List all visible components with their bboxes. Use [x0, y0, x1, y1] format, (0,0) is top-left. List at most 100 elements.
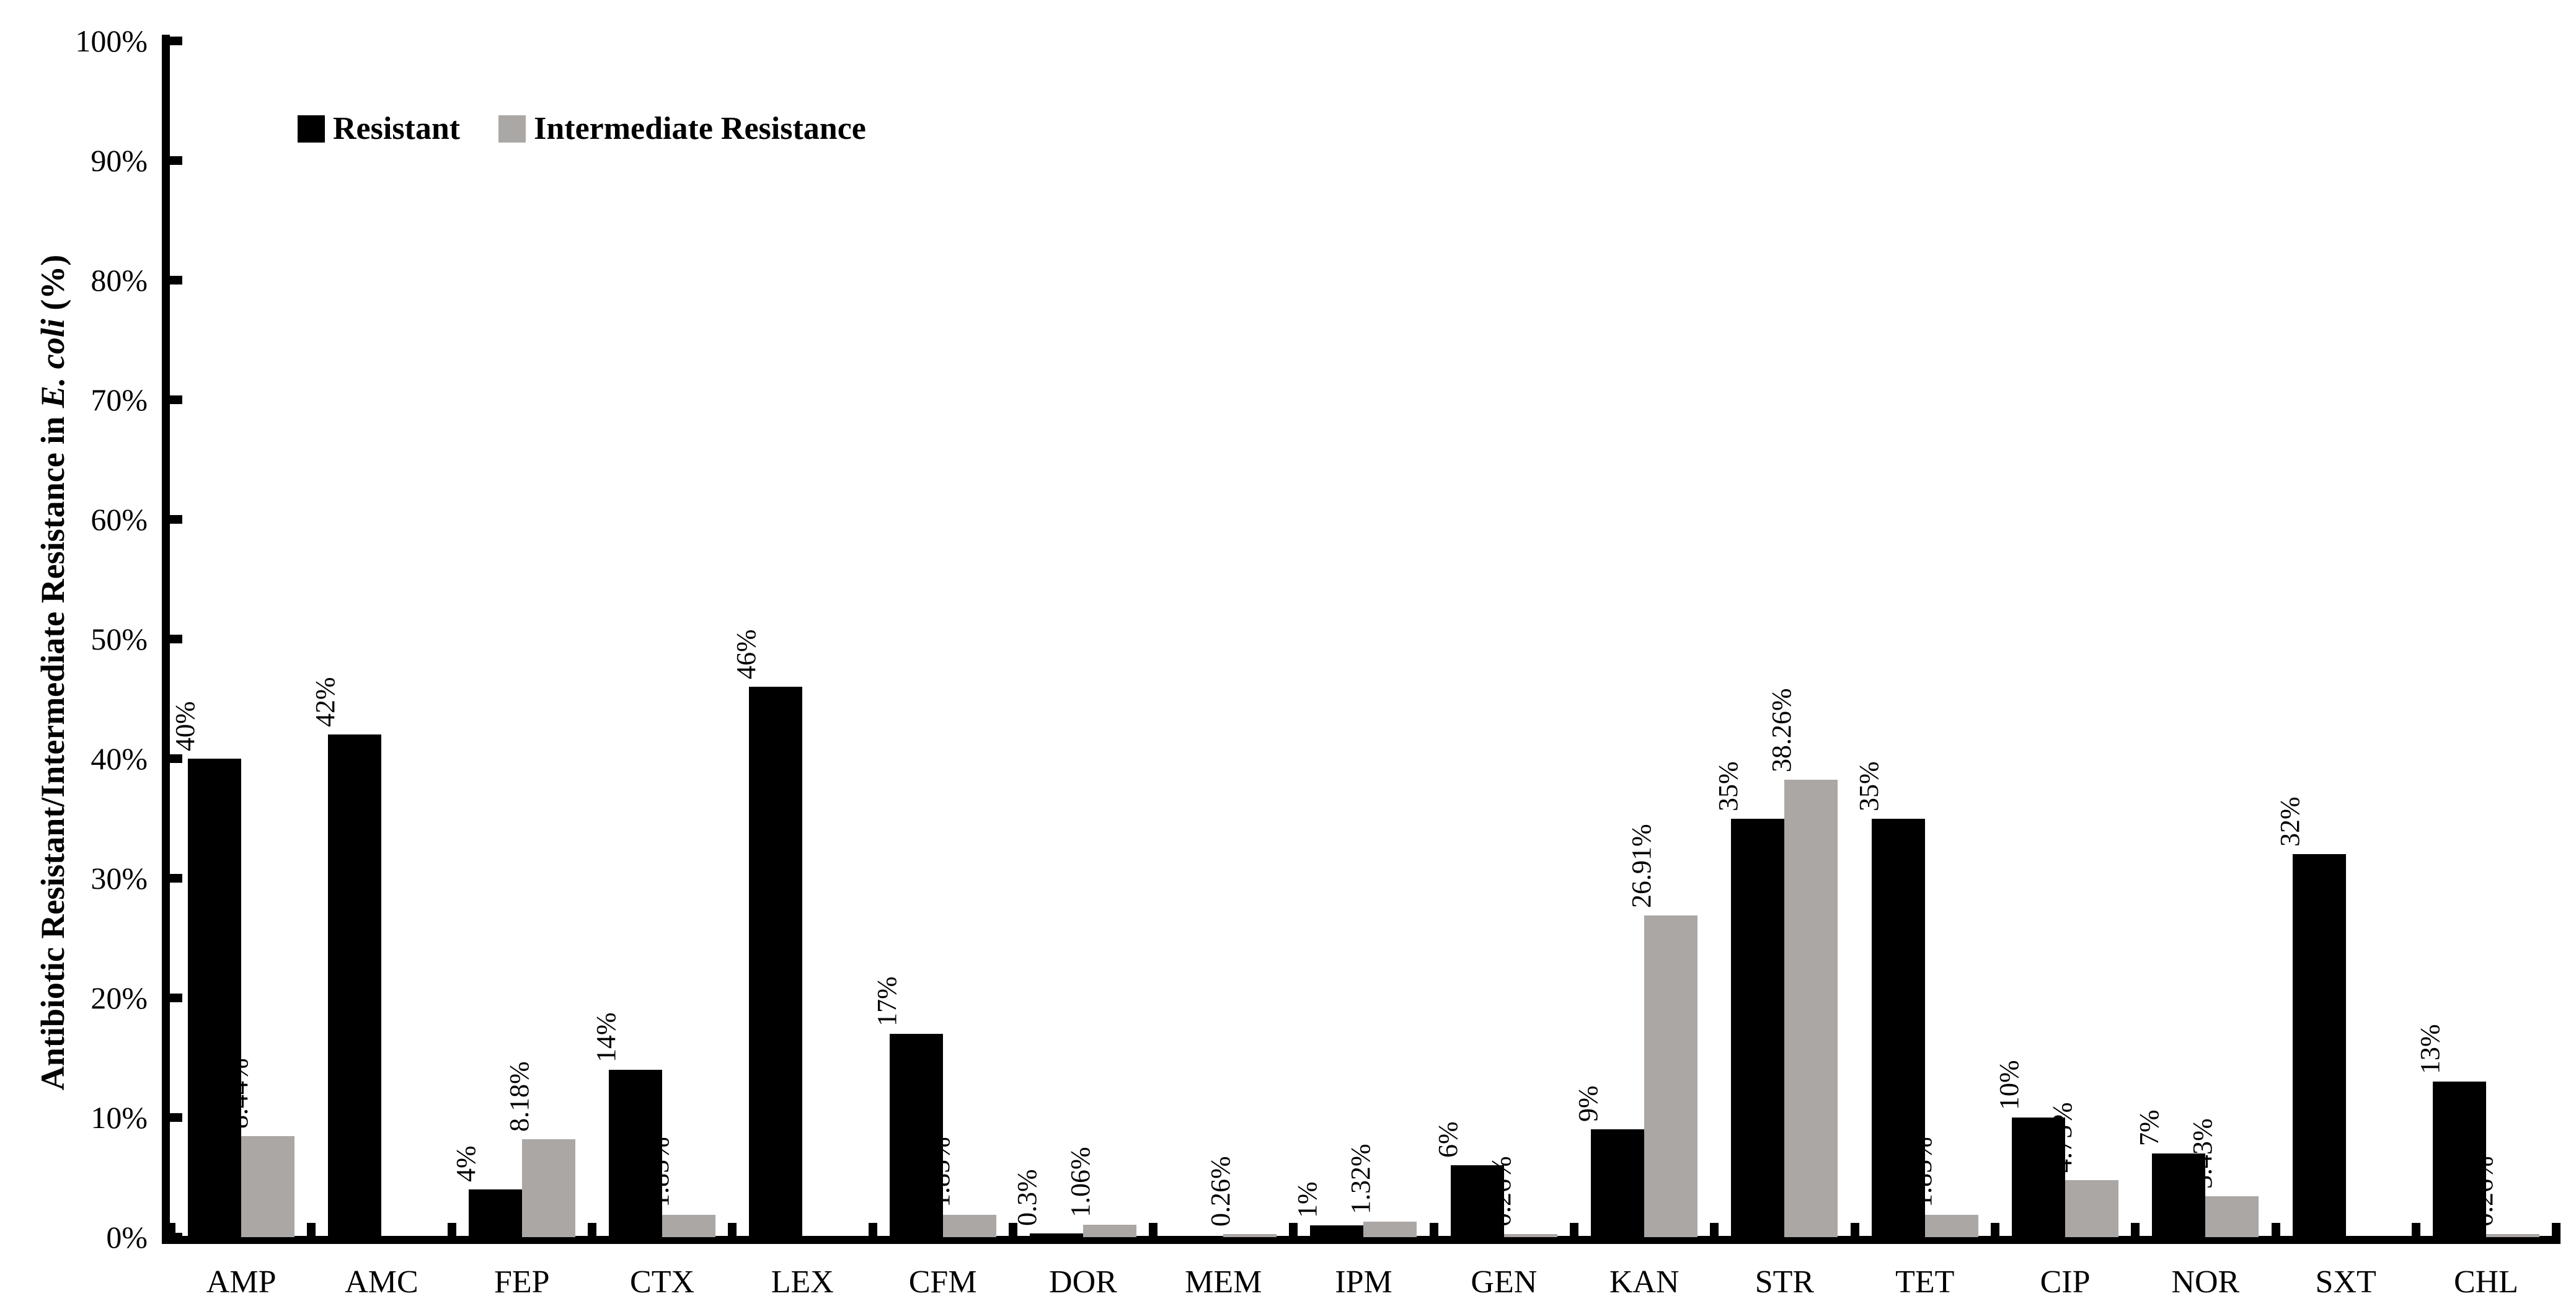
- bar-label-intermediate-resistance-cip: 4.75%: [2047, 1102, 2078, 1173]
- bar-resistant-cfm: [889, 1033, 943, 1237]
- x-tick-10: [1570, 1223, 1578, 1236]
- bar-resistant-fep: [468, 1189, 522, 1237]
- y-tick-100%: [170, 37, 182, 45]
- y-tick-label-70%: 70%: [91, 382, 148, 417]
- bar-label-intermediate-resistance-fep: 8.18%: [503, 1061, 534, 1132]
- bar-resistant-tet: [1871, 818, 1925, 1237]
- y-tick-label-40%: 40%: [91, 741, 148, 776]
- y-tick-label-100%: 100%: [75, 24, 148, 58]
- bar-label-resistant-amc: 42%: [310, 677, 341, 728]
- bar-label-resistant-sxt: 32%: [2274, 796, 2305, 847]
- bar-label-intermediate-resistance-dor: 1.06%: [1064, 1146, 1095, 1217]
- bar-intermediate-resistance-kan: [1644, 915, 1697, 1237]
- bar-label-resistant-dor: 0.3%: [1011, 1169, 1042, 1227]
- category-label-ipm: IPM: [1335, 1264, 1392, 1300]
- bar-label-resistant-amp: 40%: [170, 701, 200, 751]
- bar-intermediate-resistance-mem: [1223, 1233, 1277, 1237]
- x-tick-17: [2552, 1223, 2561, 1236]
- x-tick-2: [447, 1223, 456, 1236]
- category-label-lex: LEX: [771, 1264, 834, 1300]
- x-tick-6: [1008, 1223, 1017, 1236]
- x-tick-13: [1990, 1223, 1999, 1236]
- x-tick-16: [2411, 1223, 2420, 1236]
- y-tick-label-10%: 10%: [91, 1100, 148, 1135]
- bar-label-resistant-cip: 10%: [1993, 1060, 2024, 1110]
- y-tick-label-50%: 50%: [91, 622, 148, 656]
- bar-intermediate-resistance-cip: [2065, 1180, 2118, 1237]
- y-tick-10%: [170, 1113, 182, 1122]
- category-label-nor: NOR: [2171, 1264, 2240, 1300]
- y-tick-label-0%: 0%: [106, 1220, 148, 1254]
- category-label-chl: CHL: [2453, 1264, 2518, 1300]
- bar-label-intermediate-resistance-cfm: 1.85%: [924, 1137, 955, 1208]
- bar-intermediate-resistance-cfm: [942, 1215, 996, 1237]
- legend-label: Resistant: [333, 111, 461, 146]
- bar-label-resistant-str: 35%: [1713, 761, 1744, 811]
- category-label-sxt: SXT: [2315, 1264, 2376, 1300]
- bar-resistant-cip: [2011, 1118, 2065, 1237]
- y-tick-70%: [170, 395, 182, 404]
- bar-resistant-sxt: [2292, 854, 2346, 1237]
- bar-label-intermediate-resistance-amp: 8.44%: [223, 1058, 254, 1129]
- bar-intermediate-resistance-nor: [2205, 1196, 2259, 1237]
- x-tick-1: [307, 1223, 316, 1236]
- bar-label-resistant-nor: 7%: [2134, 1109, 2165, 1146]
- x-tick-11: [1710, 1223, 1719, 1236]
- bar-resistant-nor: [2152, 1153, 2206, 1237]
- bar-intermediate-resistance-ipm: [1363, 1221, 1417, 1237]
- bar-resistant-amc: [328, 734, 382, 1237]
- y-tick-40%: [170, 754, 182, 763]
- x-axis-line: [162, 1236, 2561, 1244]
- x-tick-3: [587, 1223, 596, 1236]
- bar-label-intermediate-resistance-ctx: 1.85%: [644, 1137, 675, 1208]
- bar-resistant-str: [1731, 818, 1785, 1237]
- y-tick-80%: [170, 276, 182, 284]
- bar-label-resistant-ctx: 14%: [590, 1012, 621, 1062]
- x-tick-14: [2131, 1223, 2140, 1236]
- category-label-mem: MEM: [1185, 1264, 1262, 1300]
- y-tick-label-90%: 90%: [91, 143, 148, 178]
- bar-intermediate-resistance-tet: [1924, 1215, 1978, 1237]
- y-tick-20%: [170, 994, 182, 1002]
- bar-intermediate-resistance-gen: [1503, 1233, 1557, 1237]
- bar-label-resistant-tet: 35%: [1853, 761, 1884, 811]
- bar-intermediate-resistance-fep: [521, 1139, 575, 1237]
- bar-label-intermediate-resistance-chl: 0.26%: [2468, 1156, 2499, 1227]
- category-label-fep: FEP: [494, 1264, 550, 1300]
- category-label-cfm: CFM: [908, 1264, 977, 1300]
- category-label-dor: DOR: [1049, 1264, 1117, 1300]
- bar-resistant-amp: [188, 759, 241, 1237]
- bar-label-intermediate-resistance-tet: 1.85%: [1906, 1137, 1937, 1208]
- bar-label-intermediate-resistance-gen: 0.26%: [1485, 1156, 1516, 1227]
- legend-item-intermediate-resistance: Intermediate Resistance: [498, 113, 866, 145]
- bar-intermediate-resistance-str: [1784, 779, 1838, 1237]
- bar-intermediate-resistance-dor: [1082, 1224, 1136, 1237]
- bar-resistant-lex: [749, 687, 803, 1237]
- y-tick-label-60%: 60%: [91, 502, 148, 537]
- x-tick-12: [1850, 1223, 1859, 1236]
- bar-label-resistant-kan: 9%: [1573, 1085, 1603, 1122]
- y-tick-30%: [170, 874, 182, 883]
- bar-label-resistant-lex: 46%: [731, 629, 762, 680]
- y-tick-60%: [170, 515, 182, 524]
- category-label-kan: KAN: [1609, 1264, 1680, 1300]
- y-tick-label-20%: 20%: [91, 981, 148, 1015]
- y-tick-label-30%: 30%: [91, 861, 148, 896]
- y-tick-50%: [170, 635, 182, 643]
- bar-resistant-dor: [1029, 1233, 1083, 1237]
- category-label-str: STR: [1755, 1264, 1815, 1300]
- legend-swatch-icon: [298, 115, 325, 143]
- x-tick-15: [2271, 1223, 2280, 1236]
- bar-resistant-ctx: [608, 1069, 662, 1237]
- legend-swatch-icon: [498, 115, 526, 143]
- bar-label-resistant-chl: 13%: [2414, 1024, 2445, 1075]
- bar-intermediate-resistance-amp: [241, 1136, 294, 1237]
- category-label-cip: CIP: [2040, 1264, 2091, 1300]
- x-tick-9: [1429, 1223, 1438, 1236]
- x-tick-7: [1149, 1223, 1158, 1236]
- bar-label-resistant-cfm: 17%: [871, 976, 902, 1026]
- bar-label-intermediate-resistance-str: 38.26%: [1766, 687, 1797, 772]
- chart-legend: Resistant Intermediate Resistance: [298, 113, 866, 145]
- bar-intermediate-resistance-chl: [2485, 1233, 2539, 1237]
- bar-resistant-ipm: [1310, 1225, 1364, 1237]
